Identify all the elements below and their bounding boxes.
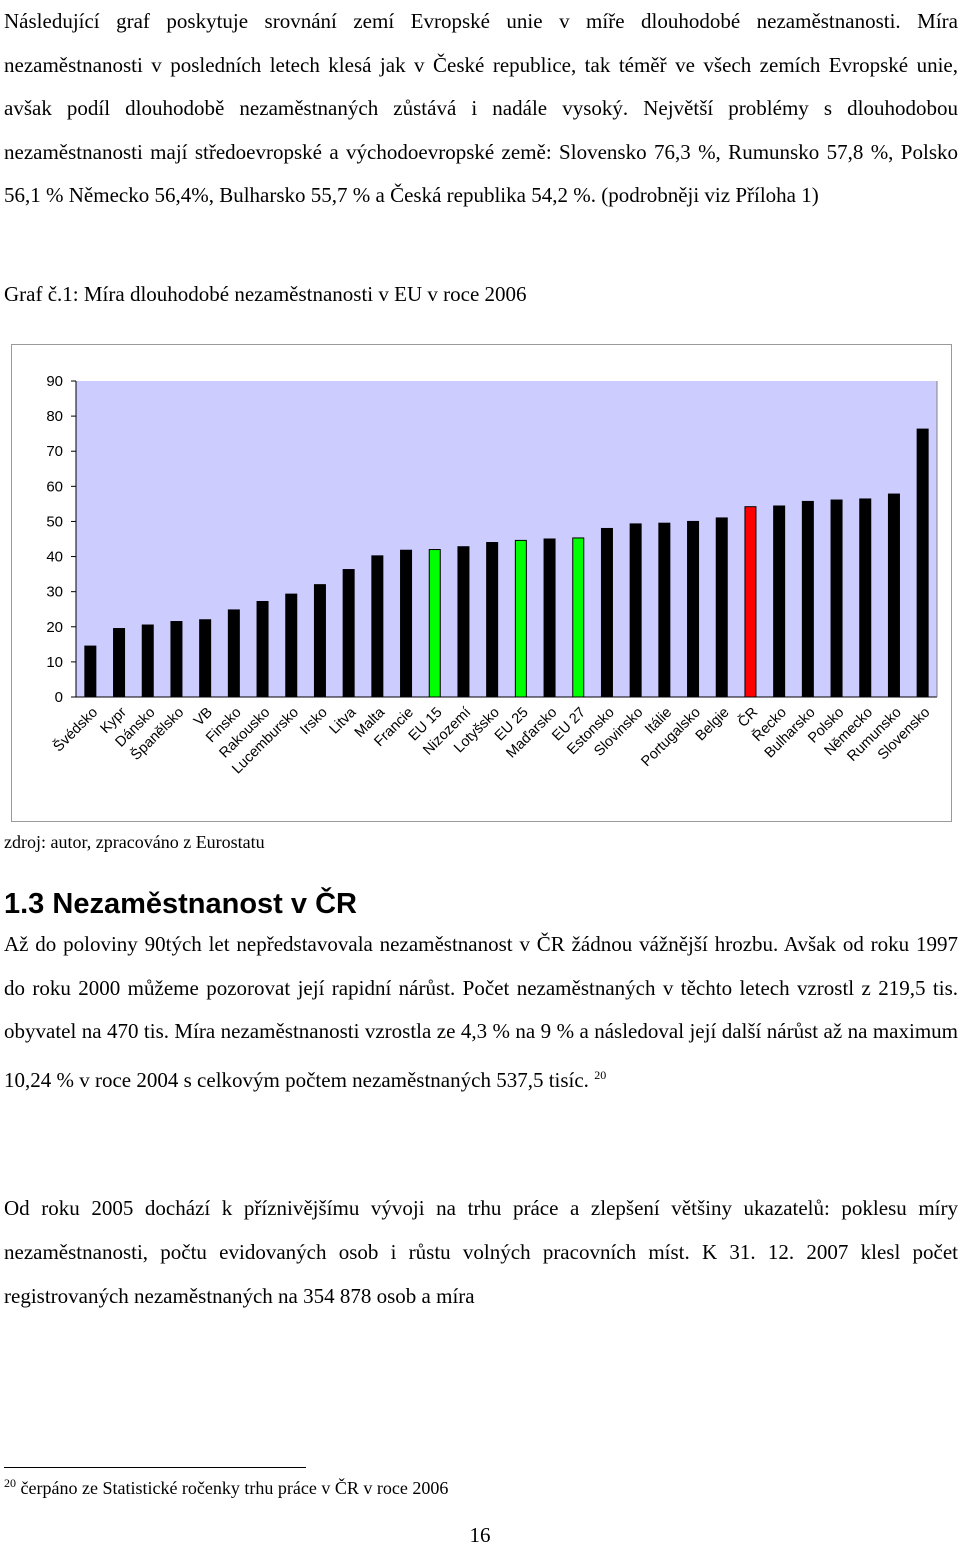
bar xyxy=(84,645,97,698)
y-tick-label: 20 xyxy=(46,619,63,636)
bar xyxy=(744,506,757,698)
bar xyxy=(141,624,154,698)
footnote-reference: 20 xyxy=(594,1067,607,1082)
paragraph-cr-text: Až do poloviny 90tých let nepředstavoval… xyxy=(4,932,958,1092)
bar xyxy=(113,628,126,698)
y-tick-label: 50 xyxy=(46,513,63,530)
paragraph-2005: Od roku 2005 dochází k příznivějšímu výv… xyxy=(4,1196,958,1308)
bar xyxy=(658,522,671,698)
footnote-number: 20 xyxy=(4,1476,16,1490)
bar xyxy=(514,539,527,698)
y-tick-label: 0 xyxy=(55,689,63,706)
footnote: 20 čerpáno ze Statistické ročenky trhu p… xyxy=(4,1476,448,1499)
footnote-text: čerpáno ze Statistické ročenky trhu prác… xyxy=(20,1478,449,1498)
bar xyxy=(715,517,728,698)
bar xyxy=(859,498,872,698)
bar xyxy=(285,593,298,698)
footnote-separator xyxy=(4,1467,306,1468)
page-number: 16 xyxy=(469,1523,491,1547)
bar xyxy=(600,527,613,698)
bar xyxy=(170,621,183,698)
x-tick-label: Švédsko xyxy=(50,704,101,755)
bar xyxy=(486,542,499,698)
bar xyxy=(543,538,556,698)
y-tick-label: 70 xyxy=(46,443,63,460)
bar xyxy=(801,500,814,698)
bar xyxy=(428,549,441,698)
y-tick-label: 60 xyxy=(46,478,63,495)
bar xyxy=(916,428,929,698)
section-heading: 1.3 Nezaměstnanost v ČR xyxy=(4,888,357,920)
bar xyxy=(830,499,843,698)
bar xyxy=(199,619,212,698)
bar xyxy=(371,555,384,698)
long-term-unemployment-chart: 0 10 20 30 40 50 60 70 80 90 Švédsko Kypr Dánsko Špan… xyxy=(11,344,952,822)
y-tick-label: 80 xyxy=(46,408,63,425)
bar xyxy=(227,609,240,698)
bar xyxy=(256,600,269,698)
bar xyxy=(629,523,642,698)
bar xyxy=(457,546,470,698)
intro-paragraph: Následující graf poskytuje srovnání zemí… xyxy=(4,9,958,208)
chart-svg: 0102030405060708090ŠvédskoKyprDánskoŠpan… xyxy=(46,373,938,777)
y-tick-label: 40 xyxy=(46,549,63,566)
y-tick-label: 10 xyxy=(46,654,63,671)
bar xyxy=(572,537,585,698)
bar xyxy=(887,493,900,698)
x-tick-label: Belgie xyxy=(693,705,733,745)
bar xyxy=(313,584,326,698)
plot-area xyxy=(76,381,937,697)
paragraph-cr: Až do poloviny 90tých let nepředstavoval… xyxy=(4,923,958,1102)
bar xyxy=(342,569,355,698)
bar xyxy=(687,520,700,698)
y-tick-label: 90 xyxy=(46,373,63,390)
x-tick-label: Irsko xyxy=(297,705,331,739)
bar xyxy=(773,505,786,698)
bar xyxy=(400,549,413,698)
figure-caption: Graf č.1: Míra dlouhodobé nezaměstnanost… xyxy=(4,282,527,306)
y-tick-label: 30 xyxy=(46,584,63,601)
source-note: zdroj: autor, zpracováno z Eurostatu xyxy=(4,832,265,852)
